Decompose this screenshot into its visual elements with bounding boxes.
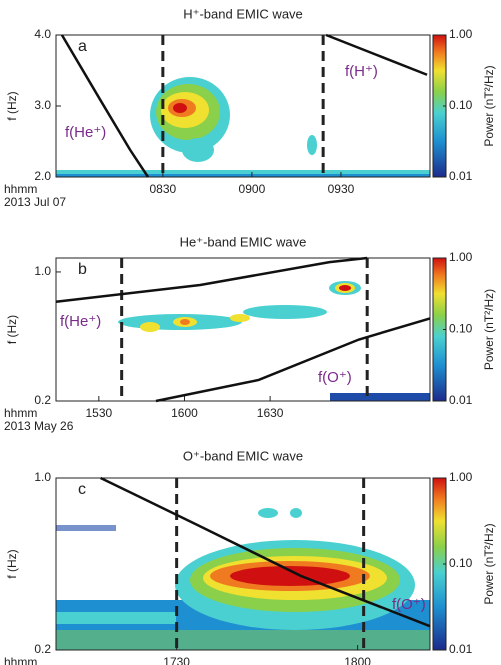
plot-frame	[55, 477, 431, 651]
frequency-curve	[325, 33, 428, 76]
y-tick-label: 1.0	[34, 470, 51, 484]
x-tick-label: 0930	[328, 182, 355, 196]
y-tick-label: 0.2	[34, 393, 51, 407]
frequency-curve	[155, 317, 431, 403]
x-axis-label: hhmm	[4, 182, 37, 196]
colorbar-tick-label: 1.00	[449, 470, 473, 484]
frequency-curve	[100, 476, 431, 628]
x-axis-label: hhmm	[4, 406, 37, 420]
colorbar-tick-label: 0.10	[449, 556, 473, 570]
panel-letter: a	[78, 38, 87, 55]
plot-frame	[55, 257, 431, 402]
spectrogram-a	[56, 77, 430, 177]
curve-label: f(He⁺)	[60, 313, 101, 330]
panel-letter: c	[78, 481, 86, 498]
x-tick-label: 0900	[239, 182, 266, 196]
chart-title: H⁺-band EMIC wave	[183, 6, 303, 21]
colorbar-label: Power (nT²/Hz)	[482, 523, 496, 604]
x-tick-label: 1600	[171, 406, 198, 420]
colorbar-label: Power (nT²/Hz)	[482, 289, 496, 370]
chart-title: He⁺-band EMIC wave	[180, 234, 307, 249]
x-tick-label: 1530	[85, 406, 112, 420]
colorbar-tick-label: 0.10	[449, 322, 473, 336]
chart-title: O⁺-band EMIC wave	[183, 448, 303, 463]
y-tick-label: 1.0	[34, 264, 51, 278]
x-tick-label: 0830	[150, 182, 177, 196]
y-axis-label: f (Hz)	[5, 549, 19, 578]
colorbar-tick-label: 1.00	[449, 27, 473, 41]
y-axis-label: f (Hz)	[5, 91, 19, 120]
colorbar-tick-label: 0.01	[449, 169, 473, 183]
frequency-curve	[60, 34, 150, 178]
y-axis-label: f (Hz)	[5, 315, 19, 344]
curve-label: f(H⁺)	[345, 63, 378, 80]
curve-label: f(O⁺)	[318, 369, 352, 386]
panel-letter: b	[78, 261, 87, 278]
colorbar-tick-label: 1.00	[449, 250, 473, 264]
x-tick-label: 1730	[163, 655, 190, 665]
spectrogram-c	[56, 508, 430, 650]
colorbar-label: Power (nT²/Hz)	[482, 65, 496, 146]
x-tick-label: 1630	[257, 406, 284, 420]
plot-frame	[55, 34, 431, 178]
curve-label: f(O⁺)	[392, 596, 426, 613]
y-tick-label: 2.0	[34, 169, 51, 183]
date-label: 2013 Jul 07	[4, 195, 66, 209]
x-axis-label: hhmm	[4, 655, 37, 665]
date-label: 2013 May 26	[4, 419, 74, 433]
spectrogram-b	[118, 281, 430, 401]
colorbar-tick-label: 0.01	[449, 642, 473, 656]
curve-label: f(He⁺)	[65, 124, 106, 141]
x-tick-label: 1800	[344, 655, 371, 665]
frequency-curve	[55, 256, 368, 303]
colorbar-tick-label: 0.10	[449, 98, 473, 112]
y-tick-label: 4.0	[34, 27, 51, 41]
colorbar-tick-label: 0.01	[449, 393, 473, 407]
y-tick-label: 3.0	[34, 98, 51, 112]
y-tick-label: 0.2	[34, 642, 51, 656]
